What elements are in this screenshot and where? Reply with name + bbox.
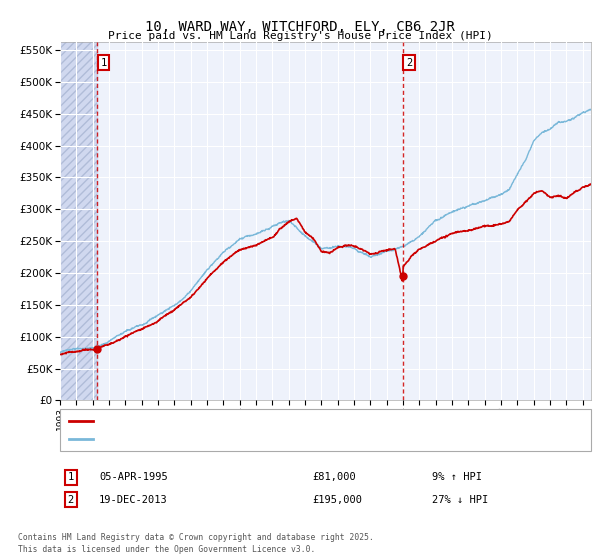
Text: 1: 1 [68,472,74,482]
Text: £81,000: £81,000 [312,472,356,482]
Text: 10, WARD WAY, WITCHFORD, ELY, CB6 2JR (detached house): 10, WARD WAY, WITCHFORD, ELY, CB6 2JR (d… [97,416,415,426]
Text: Contains HM Land Registry data © Crown copyright and database right 2025.: Contains HM Land Registry data © Crown c… [18,533,374,542]
Text: £195,000: £195,000 [312,494,362,505]
Text: 19-DEC-2013: 19-DEC-2013 [99,494,168,505]
Text: 05-APR-1995: 05-APR-1995 [99,472,168,482]
Bar [60,42,97,400]
Text: 27% ↓ HPI: 27% ↓ HPI [432,494,488,505]
Text: 1: 1 [100,58,107,68]
Text: This data is licensed under the Open Government Licence v3.0.: This data is licensed under the Open Gov… [18,545,316,554]
Text: Price paid vs. HM Land Registry's House Price Index (HPI): Price paid vs. HM Land Registry's House … [107,31,493,41]
Text: 2: 2 [406,58,412,68]
Text: HPI: Average price, detached house, East Cambridgeshire: HPI: Average price, detached house, East… [97,434,421,444]
Text: 10, WARD WAY, WITCHFORD, ELY, CB6 2JR: 10, WARD WAY, WITCHFORD, ELY, CB6 2JR [145,20,455,34]
Text: 2: 2 [68,494,74,505]
Bar [60,42,97,400]
Text: 9% ↑ HPI: 9% ↑ HPI [432,472,482,482]
